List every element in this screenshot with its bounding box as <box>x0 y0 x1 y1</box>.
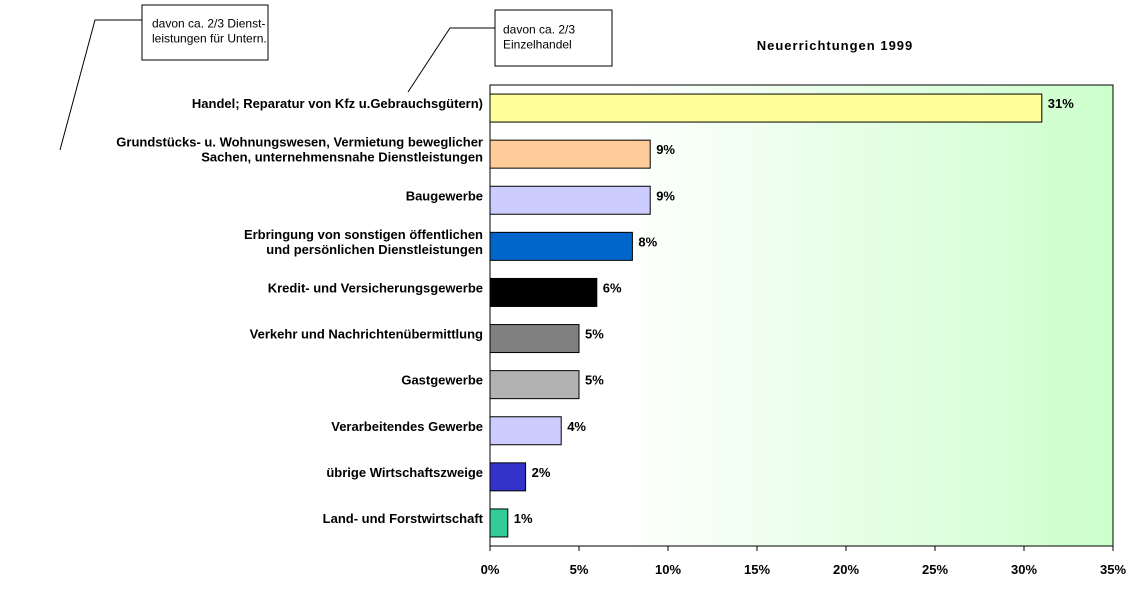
bar <box>489 277 598 307</box>
x-tick-label: 25% <box>922 562 948 577</box>
text-line: leistungen für Untern. <box>152 32 267 46</box>
bar <box>489 139 651 169</box>
x-tick-label: 15% <box>744 562 770 577</box>
chart-title: Neuerrichtungen 1999 <box>757 38 914 53</box>
category-label: Grundstücks- u. Wohnungswesen, Vermietun… <box>116 135 483 165</box>
text-line: 0% <box>481 562 500 577</box>
bar <box>489 508 509 538</box>
text-line: davon ca. 2/3 <box>503 23 575 37</box>
text-line: 9% <box>656 143 675 158</box>
text-line: 5% <box>585 373 604 388</box>
text-line: 1% <box>514 511 533 526</box>
annotation: davon ca. 2/3 Einzelhandel <box>503 23 575 52</box>
data-label: 1% <box>514 511 533 526</box>
text-line: Kredit- und Versicherungsgewerbe <box>268 281 483 296</box>
category-label: Handel; Reparatur von Kfz u.Gebrauchsgüt… <box>192 96 483 111</box>
bar <box>489 462 527 492</box>
text-line: 10% <box>655 562 681 577</box>
annotation-box <box>141 4 269 61</box>
text-line: übrige Wirtschaftszweige <box>326 465 483 480</box>
bar <box>489 231 633 261</box>
text-line: Grundstücks- u. Wohnungswesen, Vermietun… <box>116 135 483 150</box>
x-tick-label: 0% <box>481 562 500 577</box>
text-line: 6% <box>603 281 622 296</box>
text-line: Einzelhandel <box>503 38 572 52</box>
text-line: 31% <box>1048 96 1074 111</box>
text-line: Baugewerbe <box>406 189 483 204</box>
data-label: 9% <box>656 189 675 204</box>
text-line: Neuerrichtungen 1999 <box>757 38 914 53</box>
text-line: 4% <box>567 419 586 434</box>
bar <box>489 93 1043 123</box>
data-label: 5% <box>585 327 604 342</box>
text-line: 25% <box>922 562 948 577</box>
text-line: 2% <box>532 465 551 480</box>
data-label: 9% <box>656 143 675 158</box>
text-line: Land- und Forstwirtschaft <box>323 511 484 526</box>
text-line: 20% <box>833 562 859 577</box>
category-label: übrige Wirtschaftszweige <box>326 465 483 480</box>
leader-line <box>407 27 495 93</box>
leader-line <box>59 19 142 151</box>
data-label: 31% <box>1048 96 1074 111</box>
x-tick-label: 30% <box>1011 562 1037 577</box>
category-label: Kredit- und Versicherungsgewerbe <box>268 281 483 296</box>
bar <box>489 185 651 215</box>
bar <box>489 324 580 354</box>
text-line: Sachen, unternehmensnahe Dienstleistunge… <box>201 150 483 165</box>
text-line: 9% <box>656 189 675 204</box>
x-tick-label: 35% <box>1100 562 1126 577</box>
text-line: 15% <box>744 562 770 577</box>
bar <box>489 416 562 446</box>
category-label: Verarbeitendes Gewerbe <box>331 419 483 434</box>
category-label: Baugewerbe <box>406 189 483 204</box>
text-line: und persönlichen Dienstleistungen <box>266 242 483 257</box>
data-label: 4% <box>567 419 586 434</box>
text-line: 8% <box>638 235 657 250</box>
category-label: Gastgewerbe <box>401 373 483 388</box>
data-label: 5% <box>585 373 604 388</box>
x-tick-label: 5% <box>570 562 589 577</box>
x-tick-label: 10% <box>655 562 681 577</box>
text-line: Verkehr und Nachrichtenübermittlung <box>250 327 483 342</box>
category-label: Erbringung von sonstigen öffentlichen und… <box>244 227 483 257</box>
text-line: Erbringung von sonstigen öffentlichen <box>244 227 483 242</box>
text-line: davon ca. 2/3 Dienst- <box>152 17 265 31</box>
bar <box>489 370 580 400</box>
data-label: 2% <box>532 465 551 480</box>
text-line: 30% <box>1011 562 1037 577</box>
text-line: Gastgewerbe <box>401 373 483 388</box>
text-line: Verarbeitendes Gewerbe <box>331 419 483 434</box>
text-line: 35% <box>1100 562 1126 577</box>
text-line: 5% <box>570 562 589 577</box>
text-line: 5% <box>585 327 604 342</box>
category-label: Verkehr und Nachrichtenübermittlung <box>250 327 483 342</box>
text-line: Handel; Reparatur von Kfz u.Gebrauchsgüt… <box>192 96 483 111</box>
annotation: davon ca. 2/3 Dienst-leistungen für Unte… <box>152 17 267 46</box>
x-tick-label: 20% <box>833 562 859 577</box>
data-label: 8% <box>638 235 657 250</box>
category-label: Land- und Forstwirtschaft <box>323 511 484 526</box>
data-label: 6% <box>603 281 622 296</box>
annotation-box <box>494 9 613 67</box>
